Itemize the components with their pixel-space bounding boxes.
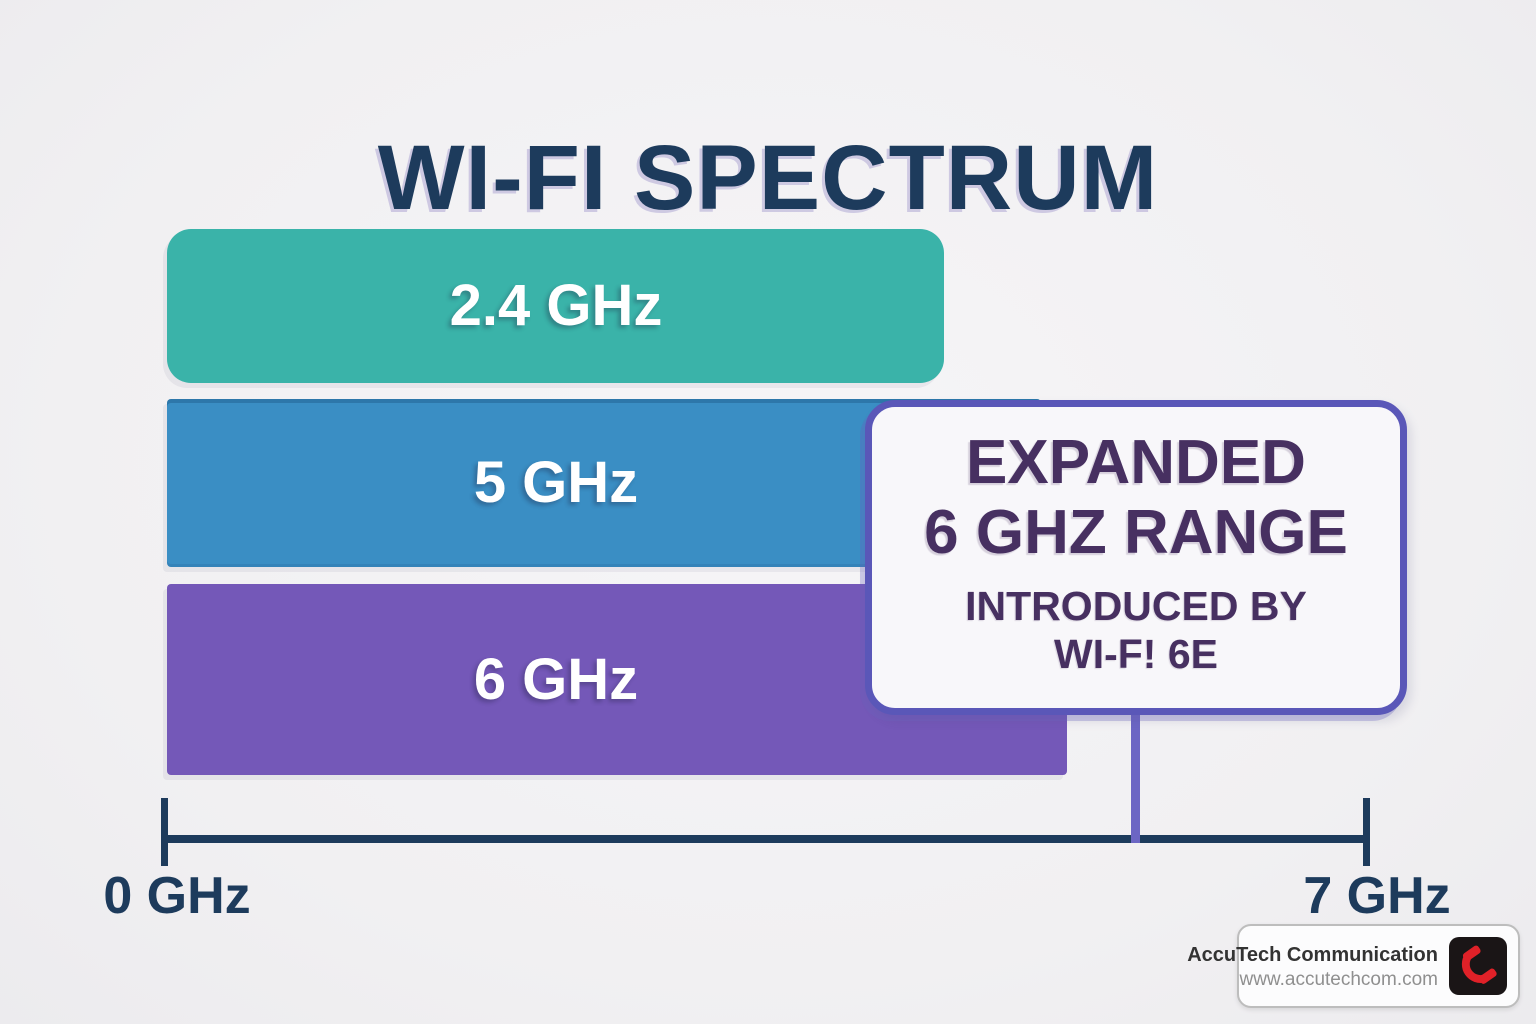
band-label-5ghz: 5 GHz: [473, 450, 639, 515]
phone-icon: [1449, 937, 1507, 995]
band-bar-2-4ghz: 2.4 GHz: [167, 229, 944, 383]
callout-subtext-line1: INTRODUCED BY: [965, 583, 1307, 629]
brand-url: www.accutechcom.com: [1239, 968, 1438, 990]
brand-name: AccuTech Communication: [1187, 943, 1438, 966]
brand-badge: AccuTech Communication www.accutechcom.c…: [1187, 924, 1520, 1008]
band-label-6ghz: 6 GHz: [473, 647, 639, 712]
axis-label-7ghz: 7 GHz: [1303, 867, 1451, 925]
axis-tick-right: [1363, 798, 1370, 866]
callout-connector-line: [1131, 712, 1140, 843]
callout-heading-line2: 6 GHZ RANGE: [924, 498, 1348, 567]
frequency-axis-line: [165, 835, 1370, 843]
band-label-2-4ghz: 2.4 GHz: [449, 273, 663, 338]
axis-tick-left: [161, 798, 168, 866]
callout-expanded-6ghz: EXPANDED 6 GHZ RANGE INTRODUCED BY WI-F!…: [865, 400, 1407, 715]
callout-heading-line1: EXPANDED: [966, 428, 1306, 497]
callout-subtext-line2: WI-F! 6E: [1054, 631, 1218, 677]
brand-text-block: AccuTech Communication www.accutechcom.c…: [1187, 942, 1438, 991]
axis-label-0ghz: 0 GHz: [103, 867, 251, 925]
page-title: WI-FI SPECTRUM: [377, 126, 1159, 229]
